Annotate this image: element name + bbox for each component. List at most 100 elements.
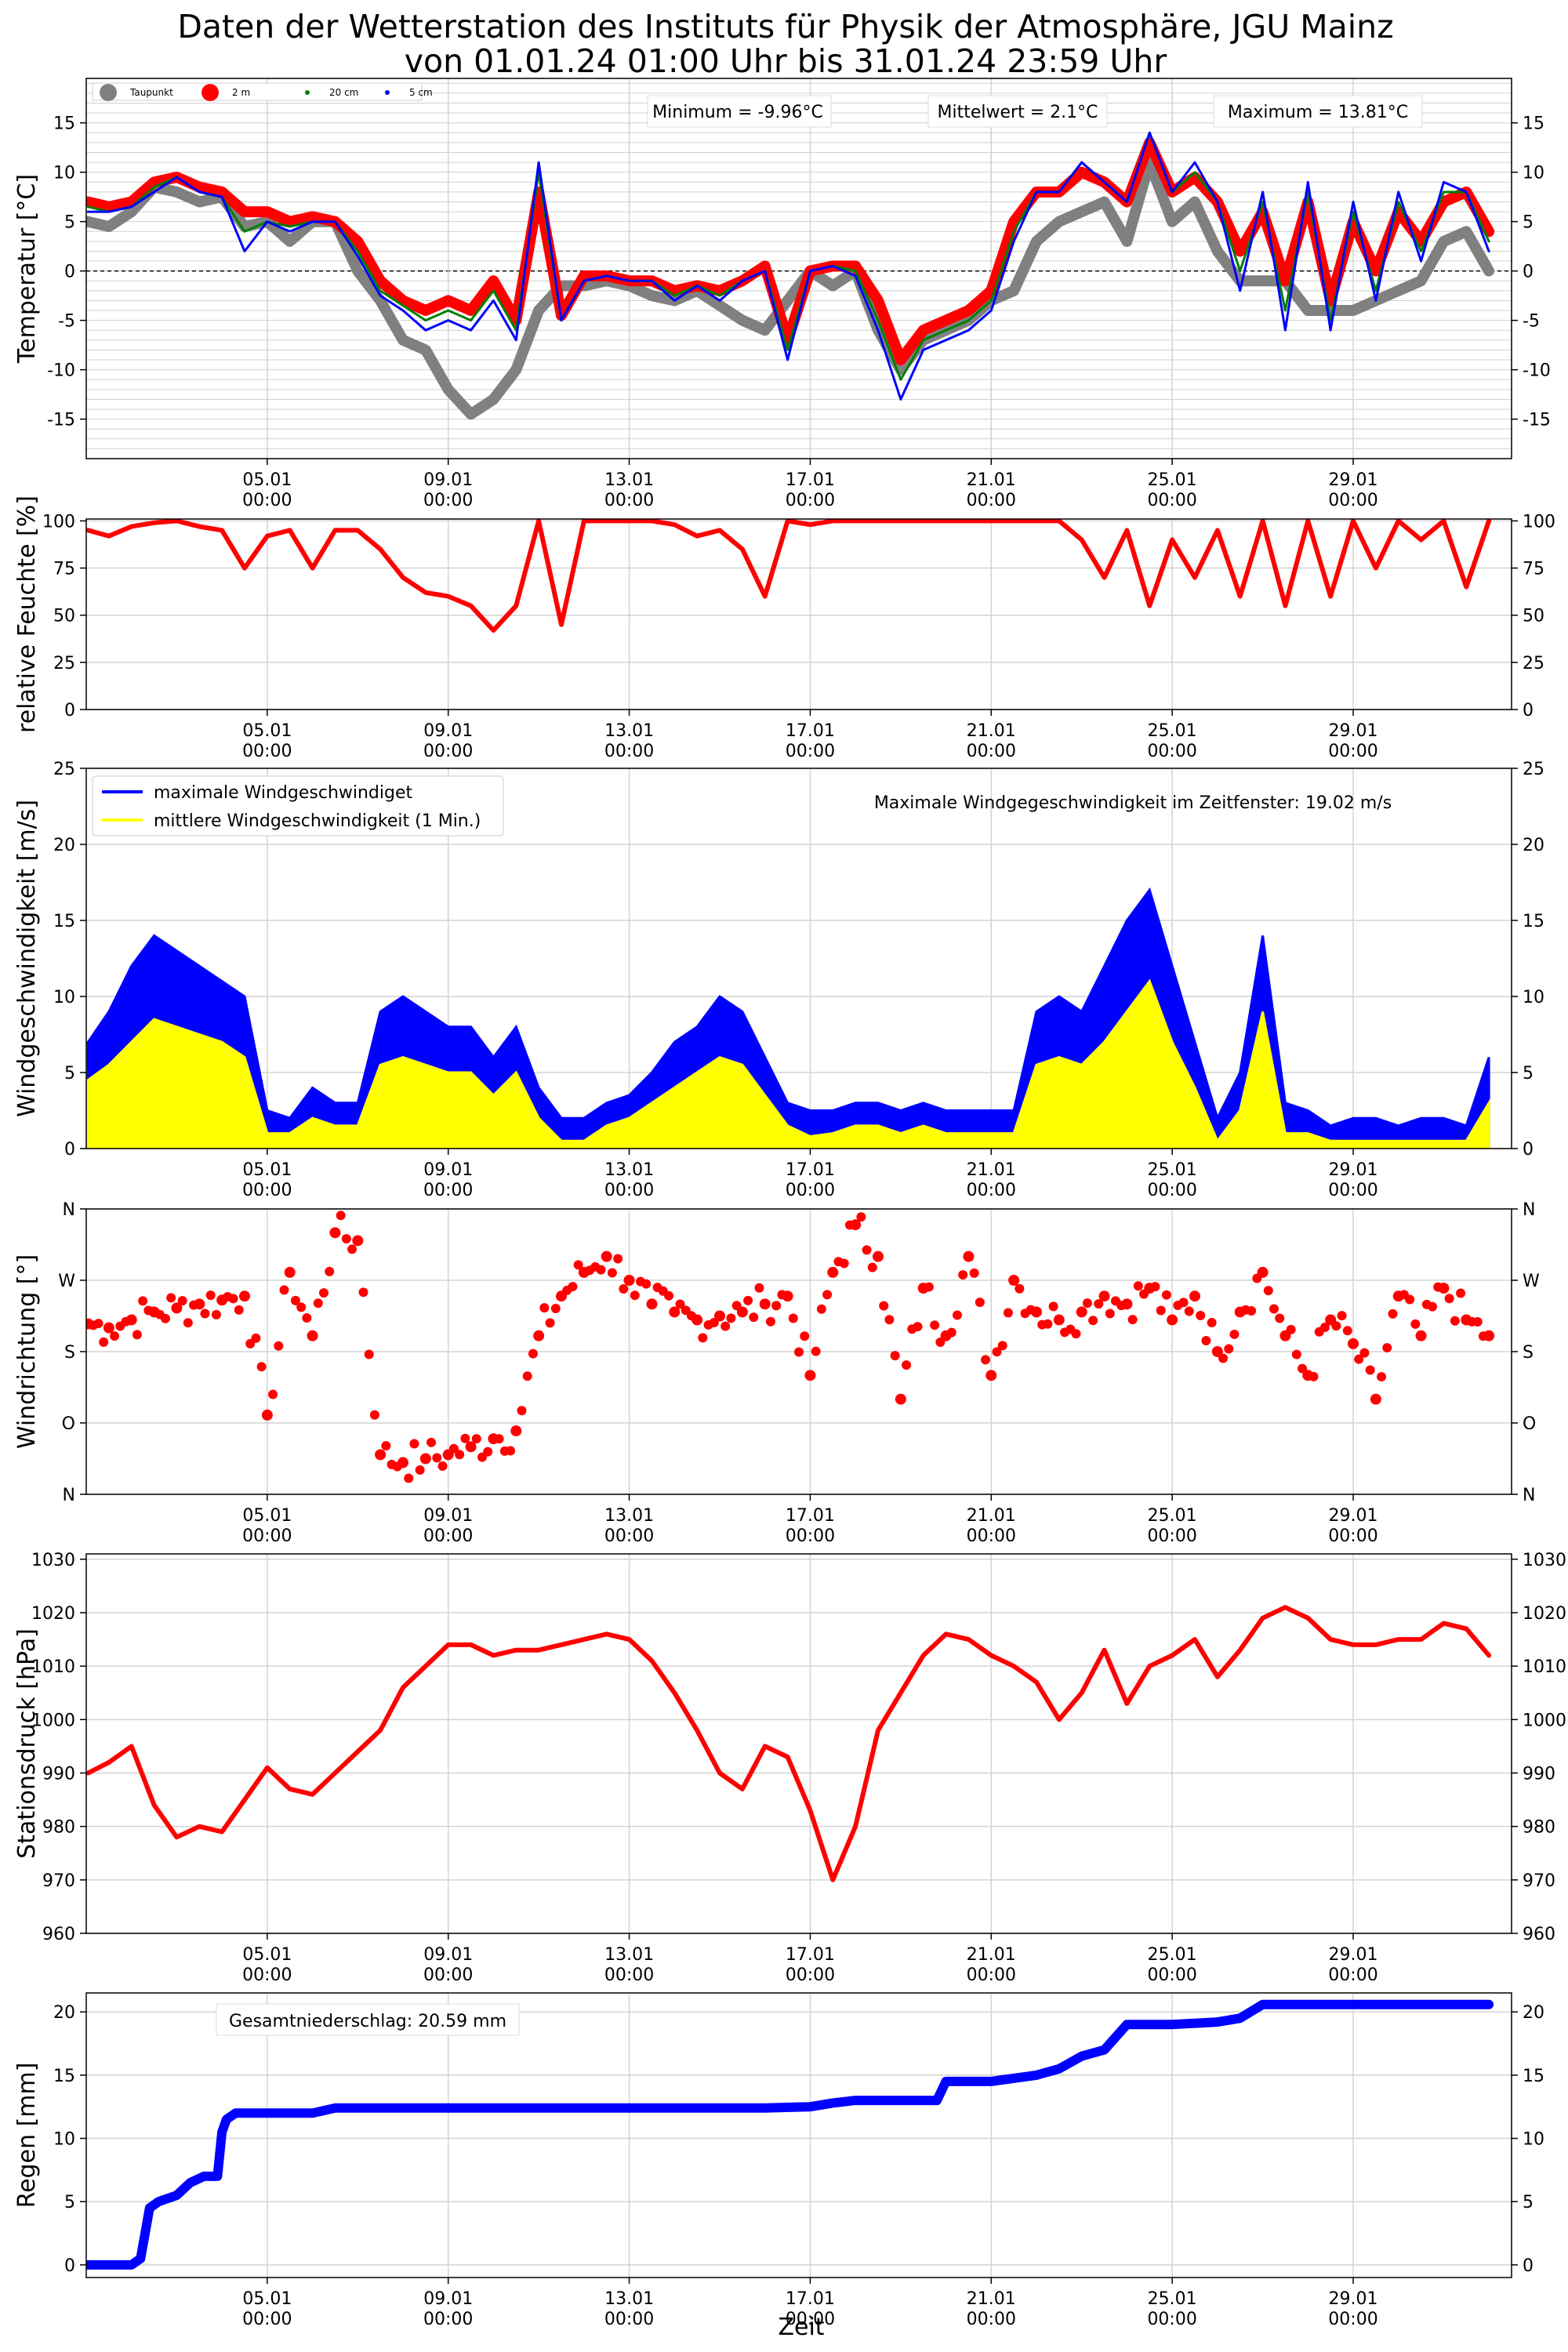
y-axis-label: Regen [mm] — [13, 2063, 41, 2209]
data-point — [1405, 1294, 1415, 1305]
data-point — [641, 1279, 652, 1289]
y-tick-label: 970 — [42, 1871, 75, 1891]
data-point — [1269, 1304, 1279, 1314]
stat-box — [1213, 95, 1423, 128]
y-tick-label: 15 — [53, 912, 75, 931]
data-point — [759, 1298, 771, 1310]
y-tick-label: 20 — [1523, 836, 1544, 855]
y-tick-label: 990 — [42, 1764, 75, 1784]
data-point — [1428, 1301, 1437, 1312]
x-tick-label: 00:00 — [967, 1965, 1016, 1985]
data-point — [369, 1410, 379, 1420]
data-point — [341, 1234, 351, 1244]
y-tick-label: S — [64, 1343, 75, 1363]
stat-mean: Mittelwert = 2.1°C — [938, 103, 1098, 122]
x-tick-label: 00:00 — [604, 742, 654, 761]
x-tick-label: 21.01 — [967, 470, 1016, 490]
legend: maximale Windgeschwindiget mittlere Windg… — [92, 775, 504, 837]
data-point — [754, 1283, 764, 1293]
x-tick-label: 00:00 — [786, 2310, 835, 2329]
y-tick-label: 980 — [1523, 1818, 1555, 1838]
y-tick-label: 1000 — [31, 1711, 75, 1730]
series-group — [86, 131, 1495, 420]
y-tick-label: 5 — [1523, 1064, 1534, 1083]
data-point — [596, 1265, 606, 1275]
data-point — [816, 1304, 826, 1314]
series-line-3 — [86, 131, 1490, 401]
data-point — [867, 1262, 877, 1272]
data-point — [228, 1294, 238, 1304]
x-tick-label: 00:00 — [1147, 1526, 1196, 1546]
data-point — [1348, 1338, 1359, 1349]
x-tick-label: 29.01 — [1329, 2289, 1378, 2309]
data-point — [782, 1290, 793, 1302]
stat-max: Maximum = 13.81°C — [1228, 103, 1408, 122]
y-tick-label: 100 — [42, 512, 75, 532]
data-point — [465, 1441, 477, 1453]
y-axis-label: Temperatur [°C] — [13, 174, 41, 364]
legend-frame — [92, 775, 504, 837]
y-tick-label: N — [1523, 1486, 1535, 1505]
stat-box — [647, 95, 832, 128]
y-axis-label: Windrichtung [°] — [13, 1254, 41, 1449]
y-tick-label: 0 — [64, 263, 75, 282]
y-tick-label: 0 — [1523, 1140, 1534, 1160]
y-tick-label: 5 — [64, 2193, 75, 2212]
data-point — [850, 1219, 862, 1231]
x-tick-label: 25.01 — [1148, 1506, 1197, 1526]
x-tick-label: 13.01 — [604, 721, 654, 741]
y-tick-label: 15 — [53, 2067, 75, 2086]
data-point — [234, 1305, 244, 1315]
x-tick-label: 09.01 — [423, 1160, 473, 1180]
x-tick-label: 00:00 — [423, 1965, 473, 1985]
y-tick-label: 1030 — [1523, 1551, 1566, 1570]
data-point — [607, 1268, 617, 1278]
data-point — [1196, 1311, 1206, 1321]
data-point — [811, 1346, 821, 1356]
data-point — [675, 1299, 685, 1309]
data-point — [1263, 1286, 1273, 1296]
figure-title-line2: von 01.01.24 01:00 Uhr bis 31.01.24 23:5… — [405, 42, 1167, 80]
max-wind-annotation: Maximale Windgegeschwindigkeit im Zeitfe… — [874, 793, 1392, 813]
data-point — [1207, 1318, 1217, 1328]
data-point — [313, 1298, 323, 1308]
data-point — [1308, 1371, 1319, 1381]
x-tick-label: 00:00 — [786, 1965, 835, 1985]
data-point — [274, 1341, 284, 1351]
y-tick-label: 0 — [64, 2256, 75, 2276]
data-point — [1082, 1298, 1092, 1308]
legend-marker — [385, 90, 390, 95]
series-area-1 — [86, 978, 1490, 1149]
stat-min: Minimum = -9.96°C — [652, 103, 823, 122]
data-point — [211, 1309, 221, 1319]
data-point — [1156, 1305, 1166, 1316]
x-tick-label: 05.01 — [242, 2289, 292, 2309]
y-tick-label: N — [63, 1486, 75, 1505]
data-point — [839, 1258, 849, 1269]
x-tick-label: 00:00 — [1328, 491, 1377, 510]
data-point — [284, 1266, 296, 1278]
x-tick-label: 00:00 — [967, 1526, 1016, 1546]
legend-label: 2 m — [232, 87, 250, 98]
legend-label: mittlere Windgeschwindigkeit (1 Min.) — [154, 811, 481, 831]
data-point — [1298, 1363, 1308, 1374]
x-tick-label: 05.01 — [242, 1945, 292, 1965]
x-tick-label: 00:00 — [242, 1965, 292, 1985]
y-tick-label: -10 — [1523, 361, 1551, 381]
data-point — [1121, 1298, 1133, 1310]
x-tick-label: 00:00 — [967, 491, 1016, 510]
data-point — [1286, 1324, 1296, 1334]
data-point — [103, 1322, 114, 1334]
data-point — [1098, 1290, 1110, 1302]
series-group — [86, 1210, 1495, 1483]
data-point — [800, 1331, 810, 1341]
data-point — [494, 1434, 504, 1444]
data-point — [913, 1322, 923, 1332]
y-tick-label: 0 — [64, 701, 75, 720]
x-tick-label: 09.01 — [423, 721, 473, 741]
data-point — [319, 1288, 328, 1298]
data-point — [946, 1327, 956, 1338]
